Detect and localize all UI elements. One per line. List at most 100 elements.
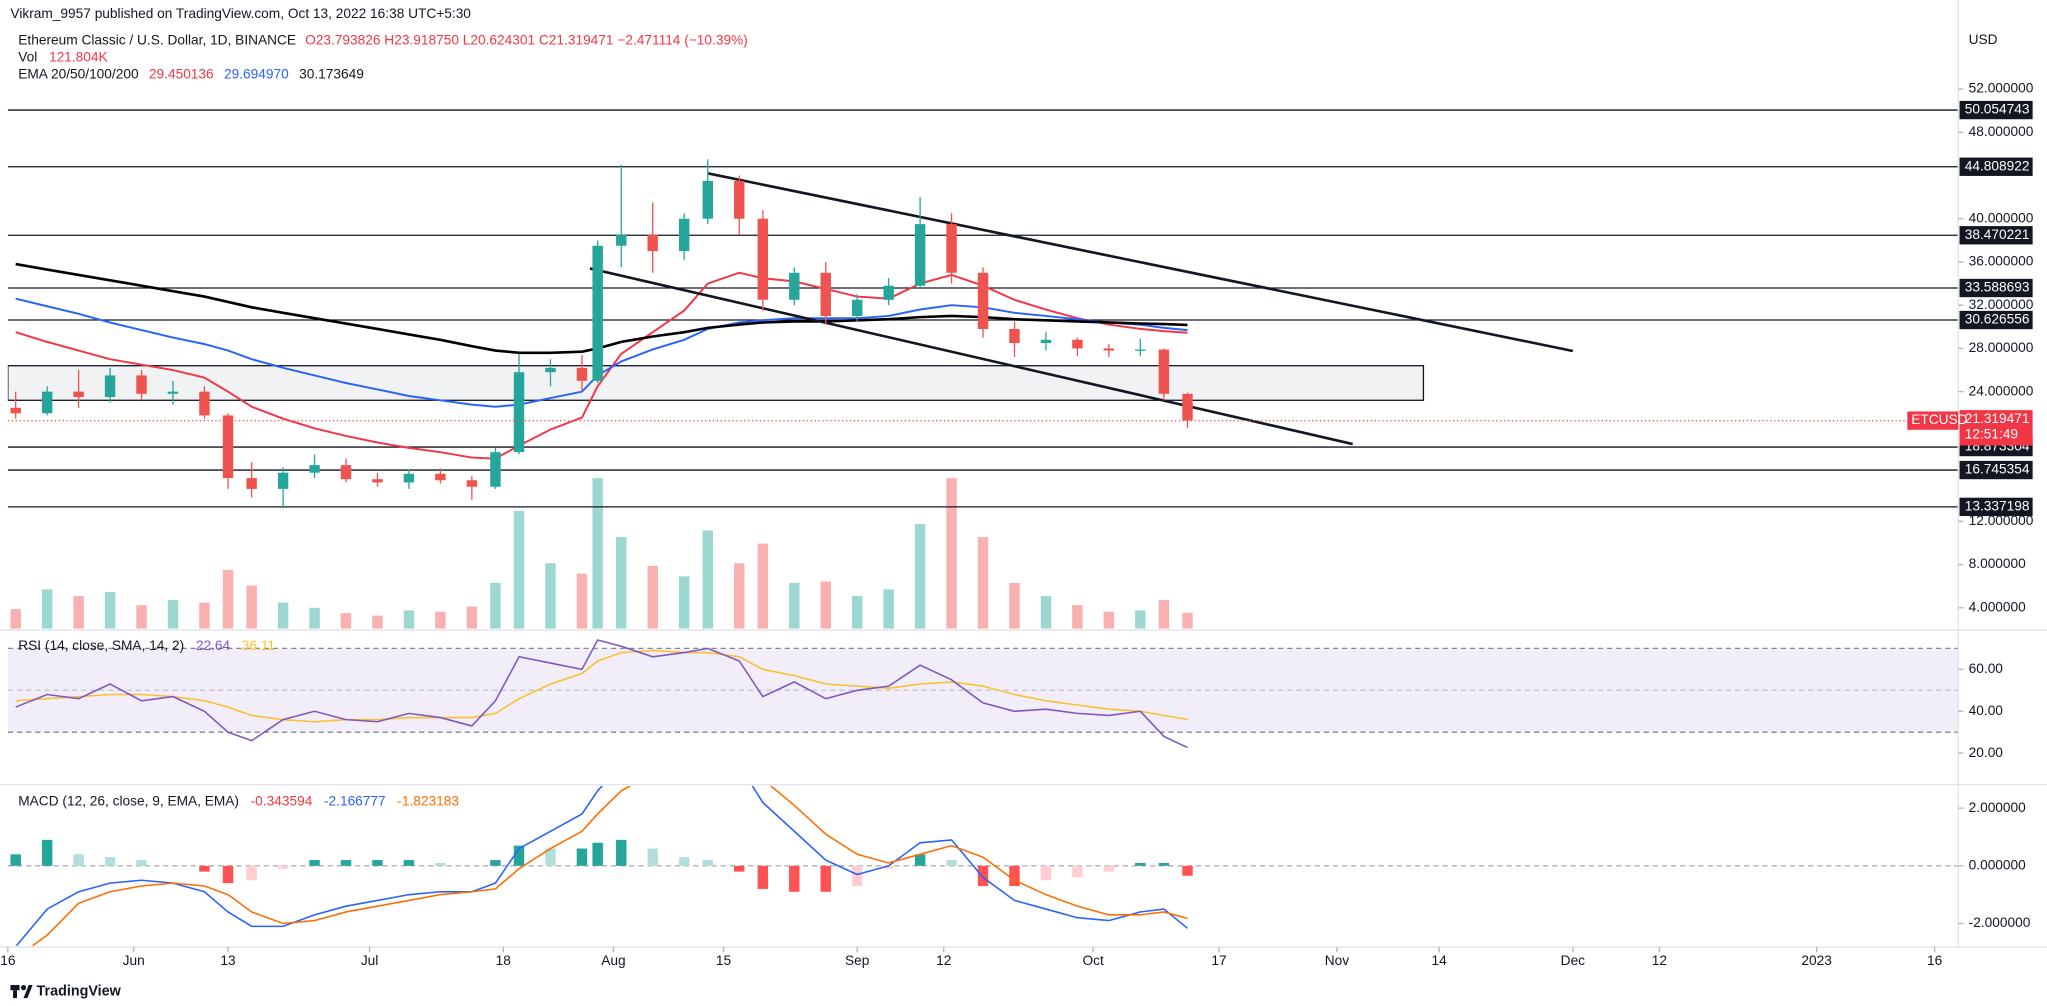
volume-bar [73, 596, 84, 629]
trend-line [589, 267, 1353, 446]
x-tick-label: 15 [716, 953, 732, 968]
y-tick-label: 24.000000 [1969, 383, 2034, 398]
rsi-pane [7, 639, 1959, 749]
logo-shape [10, 985, 20, 991]
volume-bar [545, 563, 556, 629]
level-tag [1959, 100, 2033, 120]
candle-body [513, 372, 525, 453]
macd-histogram-bar [576, 848, 588, 866]
macd-histogram-bar [1009, 865, 1020, 887]
volume-bar [914, 523, 926, 629]
candle-body [309, 465, 320, 473]
volume-bar [851, 596, 863, 629]
y-tick-label: 8.000000 [1969, 556, 2026, 571]
y-tick-label: 12.000000 [1969, 513, 2034, 528]
volume-bar [309, 607, 320, 629]
y-tick-label: 28.000000 [1969, 340, 2034, 355]
rsi-title: RSI (14, close, SMA, 14, 2) [18, 637, 184, 652]
candle-body [820, 272, 831, 316]
candle-body [851, 299, 863, 316]
macd-histogram-bar [277, 865, 289, 869]
candle-body [789, 272, 800, 300]
macd-histogram-bar [104, 857, 116, 866]
volume-bar [41, 589, 53, 629]
macd-line [31, 785, 1188, 946]
candle-body [1158, 349, 1170, 394]
volume-bar [977, 537, 989, 629]
volume-bar [678, 576, 690, 629]
symbol-legend: Ethereum Classic / U.S. Dollar, 1D, BINA… [18, 32, 748, 47]
volume-bar [734, 563, 745, 629]
candle-body [1009, 328, 1020, 344]
macd-histogram-bar [1158, 862, 1170, 866]
ema-label: EMA 20/50/100/200 [18, 66, 139, 81]
level-tag-label: 50.054743 [1965, 102, 2030, 117]
volume-bar [340, 613, 352, 629]
macd-histogram-bar [435, 862, 446, 866]
level-tag-label: 16.745354 [1965, 462, 2030, 477]
volume-bar [757, 543, 769, 629]
macd-histogram-bar [403, 860, 415, 866]
candle-body [576, 367, 588, 381]
candle-body [222, 415, 234, 479]
volume-bar [883, 589, 894, 629]
volume-bar [789, 582, 800, 629]
macd-histogram-bar [199, 865, 210, 872]
macd-histogram-bar [246, 865, 257, 881]
volume-bar [616, 537, 627, 629]
macd-histogram-bar [1072, 865, 1083, 878]
rsi-line [15, 649, 1188, 723]
volume-bar [403, 610, 415, 629]
logo-shape [13, 990, 17, 999]
candle-body [277, 472, 289, 489]
candle-body [702, 180, 713, 219]
candle-body [435, 473, 446, 481]
macd-histogram-bar [136, 860, 147, 866]
x-tick-label: 12 [1652, 953, 1667, 968]
macd-legend: MACD (12, 26, close, 9, EMA, EMA) -0.343… [18, 793, 459, 808]
rsi-band [7, 648, 1959, 733]
rsi-legend: RSI (14, close, SMA, 14, 2) 22.64 36.11 [18, 637, 275, 652]
candle-body [946, 224, 957, 273]
macd-histogram-bar [545, 848, 556, 866]
axes: 16 Jun 13 Jul 18 Aug 15 Sep 12 Oct 17 Nov 14 Dec 12 202… [0, 81, 2034, 968]
volume-bar [1103, 611, 1115, 629]
y-tick-label: 0.000000 [1969, 857, 2026, 872]
macd-histogram-bar [678, 857, 690, 866]
price-tag-countdown: 12:51:49 [1965, 427, 2018, 442]
ema-value: 30.173649 [299, 66, 364, 81]
x-tick-label: 14 [1432, 953, 1448, 968]
macd-histogram-bar [851, 865, 863, 887]
level-tag [1959, 226, 2033, 245]
level-tag [1959, 310, 2033, 330]
candle-body [1103, 348, 1115, 351]
y-tick-label: 52.000000 [1969, 81, 2034, 96]
y-tick-label: 48.000000 [1969, 124, 2034, 139]
price-pane [7, 109, 1959, 629]
logo-shape [23, 985, 33, 999]
ema-value: 29.450136 [149, 66, 214, 81]
macd-line [15, 785, 1188, 946]
candle-body [403, 473, 415, 483]
x-tick-label: Jul [361, 953, 379, 968]
level-tag-label: 33.588693 [1965, 280, 2030, 295]
macd-histogram-bar [702, 860, 713, 866]
x-tick-label: 17 [1211, 953, 1226, 968]
macd-histogram-bar [616, 839, 627, 866]
macd-histogram-bar [1040, 865, 1052, 881]
macd-histogram-bar [820, 865, 831, 892]
volume-bar [277, 602, 289, 629]
volume-bar [466, 606, 478, 629]
macd-histogram-bar [789, 865, 800, 892]
volume-bar [167, 599, 179, 629]
candle-body [10, 407, 21, 414]
macd-histogram-bar [757, 865, 769, 889]
macd-histogram-bar [222, 865, 234, 884]
volume-bar [490, 582, 501, 629]
macd-histogram-bar [372, 860, 383, 866]
volume-bar [647, 565, 658, 629]
macd-value: -2.166777 [324, 793, 386, 808]
symbol-tag-label: ETCUSD [1911, 412, 1967, 427]
candle-body [490, 452, 501, 487]
